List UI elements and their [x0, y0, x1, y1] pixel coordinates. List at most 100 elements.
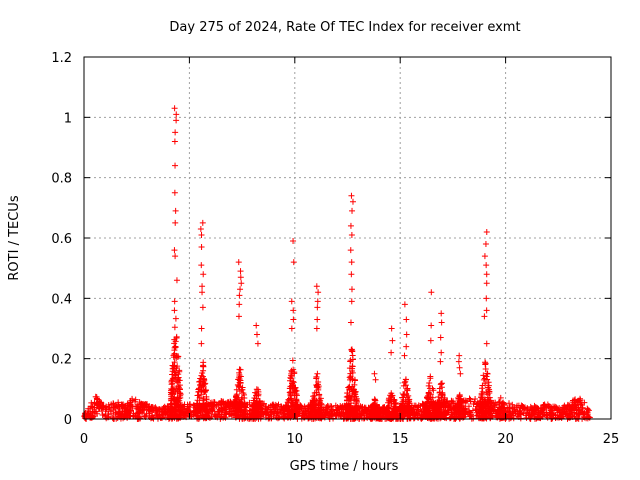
data-point: [350, 388, 357, 395]
data-point: [423, 402, 430, 409]
data-point: [195, 386, 202, 393]
data-point: [348, 346, 355, 353]
data-point: [137, 407, 144, 414]
data-point: [235, 259, 242, 266]
data-point: [506, 400, 513, 407]
data-point: [437, 334, 444, 341]
data-point: [467, 398, 474, 405]
y-tick-label: 0.4: [51, 292, 72, 307]
data-point: [521, 404, 528, 411]
data-point: [585, 407, 592, 414]
data-point: [172, 219, 179, 226]
data-point: [427, 399, 434, 406]
data-point: [118, 401, 125, 408]
data-point: [91, 404, 98, 411]
data-point: [237, 380, 244, 387]
data-point: [175, 386, 182, 393]
data-point: [336, 405, 343, 412]
data-point: [200, 411, 207, 418]
data-point: [344, 403, 351, 410]
data-point: [483, 295, 490, 302]
data-point: [477, 400, 484, 407]
data-point: [559, 410, 566, 417]
data-point: [484, 370, 491, 377]
data-point: [566, 402, 573, 409]
data-point: [171, 189, 178, 196]
data-point: [400, 382, 407, 389]
data-point: [194, 412, 201, 419]
data-point: [313, 374, 320, 381]
data-point: [472, 395, 479, 402]
data-point: [249, 403, 256, 410]
data-point: [287, 410, 294, 417]
data-point: [198, 387, 205, 394]
data-point: [298, 403, 305, 410]
data-point: [352, 405, 359, 412]
data-point: [487, 411, 494, 418]
data-point: [200, 397, 207, 404]
data-point: [273, 402, 280, 409]
data-point: [527, 415, 534, 422]
data-point: [241, 395, 248, 402]
data-point: [456, 412, 463, 419]
data-point: [576, 398, 583, 405]
data-point: [302, 413, 309, 420]
data-point: [314, 316, 321, 323]
data-point: [289, 357, 296, 364]
data-point: [171, 105, 178, 112]
data-point: [171, 247, 178, 254]
data-point: [289, 382, 296, 389]
data-point: [280, 404, 287, 411]
y-tick-label: 0: [64, 413, 72, 428]
data-point: [539, 409, 546, 416]
data-point: [479, 388, 486, 395]
data-point: [426, 385, 433, 392]
data-point: [427, 337, 434, 344]
data-point: [215, 401, 222, 408]
data-point: [425, 382, 432, 389]
data-point: [161, 403, 168, 410]
data-point: [147, 415, 154, 422]
data-point: [223, 410, 230, 417]
data-point: [415, 406, 422, 413]
data-point: [235, 398, 242, 405]
data-point: [308, 412, 315, 419]
data-point: [253, 392, 260, 399]
data-point: [418, 415, 425, 422]
data-point: [482, 366, 489, 373]
data-point: [173, 117, 180, 124]
data-point: [442, 399, 449, 406]
data-point: [227, 408, 234, 415]
data-point: [135, 415, 142, 422]
data-point: [348, 298, 355, 305]
data-point: [177, 392, 184, 399]
data-point: [237, 373, 244, 380]
data-point: [441, 414, 448, 421]
data-point: [93, 393, 100, 400]
data-point: [540, 402, 547, 409]
data-point: [348, 192, 355, 199]
data-point: [199, 304, 206, 311]
data-point: [353, 399, 360, 406]
data-point: [94, 396, 101, 403]
data-point: [184, 405, 191, 412]
data-point: [316, 406, 323, 413]
data-point: [240, 390, 247, 397]
data-point: [403, 331, 410, 338]
data-point: [116, 410, 123, 417]
data-point: [400, 391, 407, 398]
data-point: [198, 262, 205, 269]
plot-frame: [83, 56, 612, 420]
data-point: [347, 357, 354, 364]
data-point: [225, 399, 232, 406]
data-point: [438, 380, 445, 387]
data-point: [371, 396, 378, 403]
data-point: [238, 280, 245, 287]
data-point: [311, 415, 318, 422]
data-point: [169, 412, 176, 419]
data-point: [121, 408, 128, 415]
data-point: [349, 207, 356, 214]
x-axis-label: GPS time / hours: [290, 459, 399, 474]
data-point: [173, 378, 180, 385]
data-point: [478, 391, 485, 398]
